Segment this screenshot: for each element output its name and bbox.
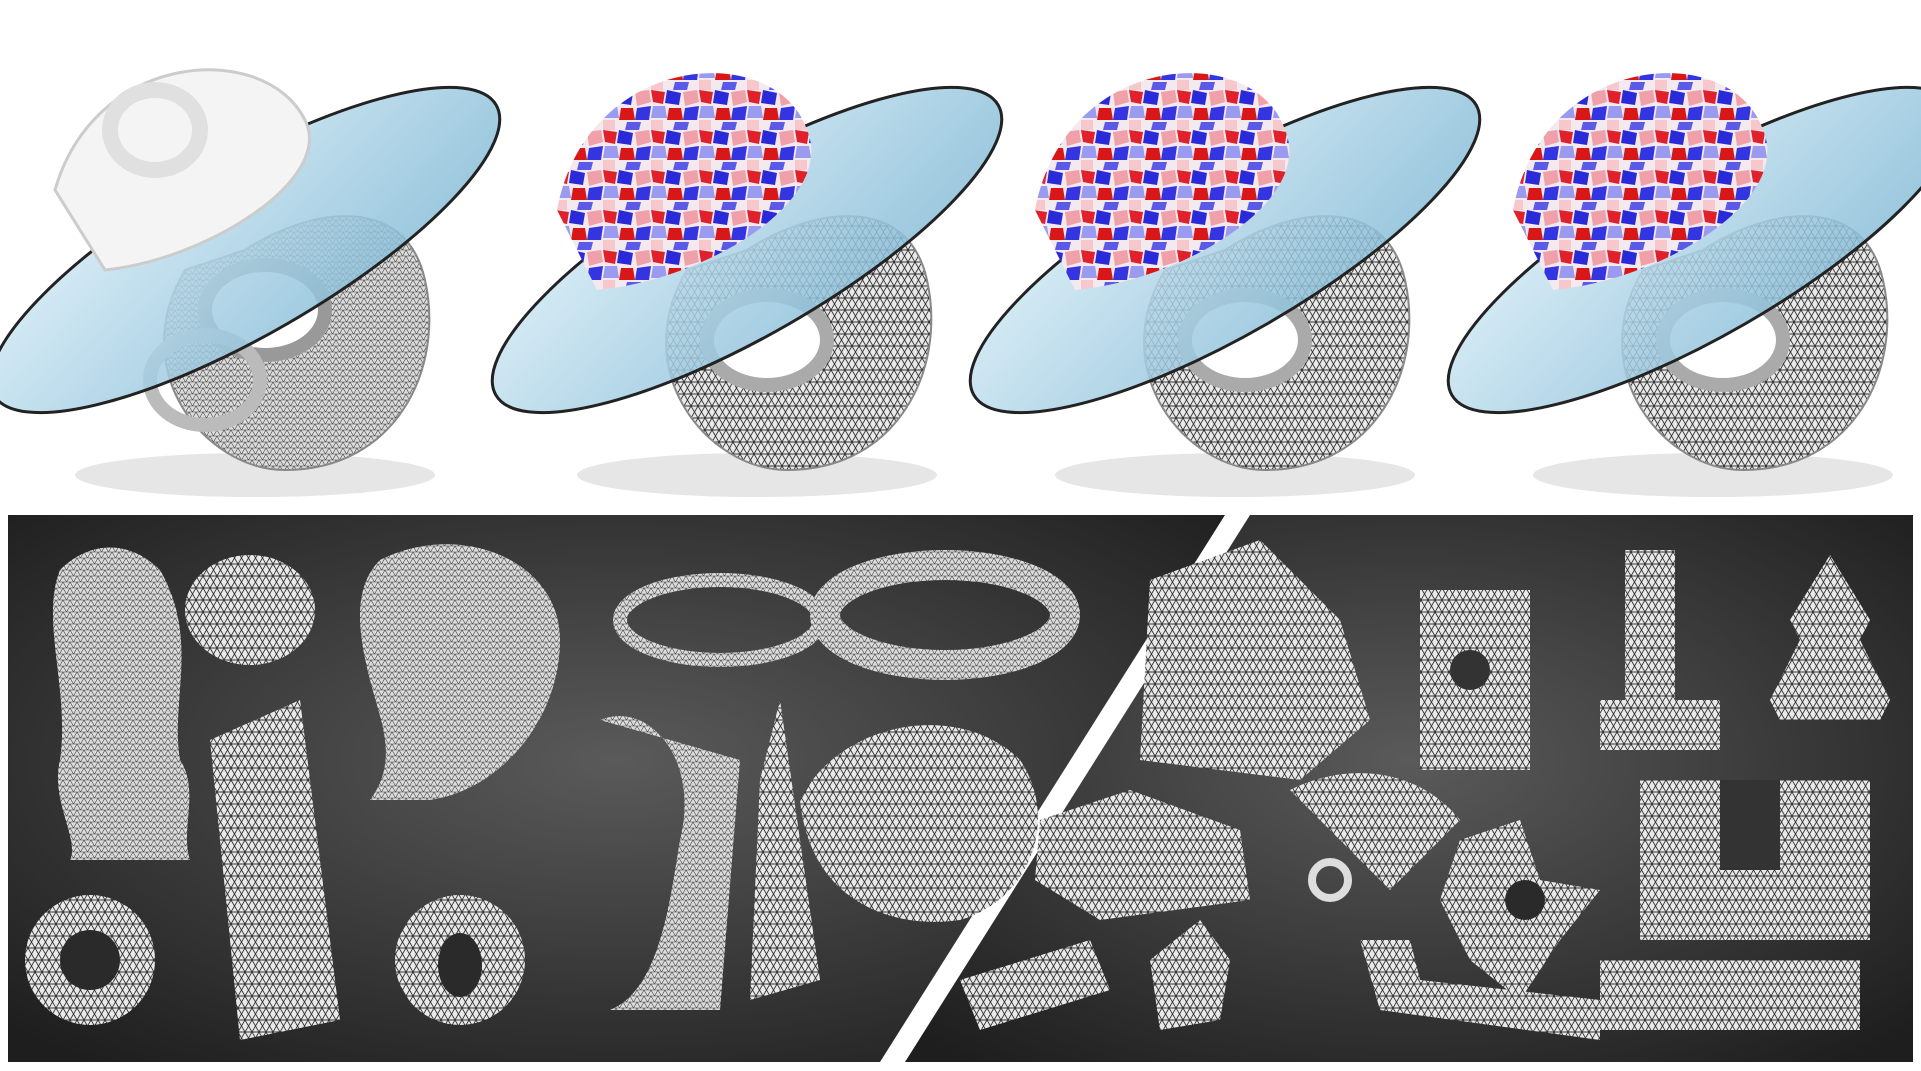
model-3 [968,73,1482,497]
model-4 [1446,73,1921,497]
cad-models [960,540,1890,1040]
model-1 [0,68,502,497]
model-2 [490,73,1004,497]
top-row [0,68,1921,497]
organic-models [25,544,1080,1040]
